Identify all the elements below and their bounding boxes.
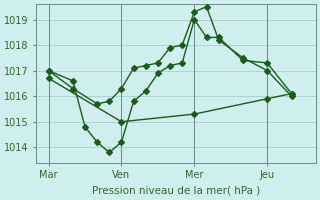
X-axis label: Pression niveau de la mer( hPa ): Pression niveau de la mer( hPa ): [92, 186, 260, 196]
